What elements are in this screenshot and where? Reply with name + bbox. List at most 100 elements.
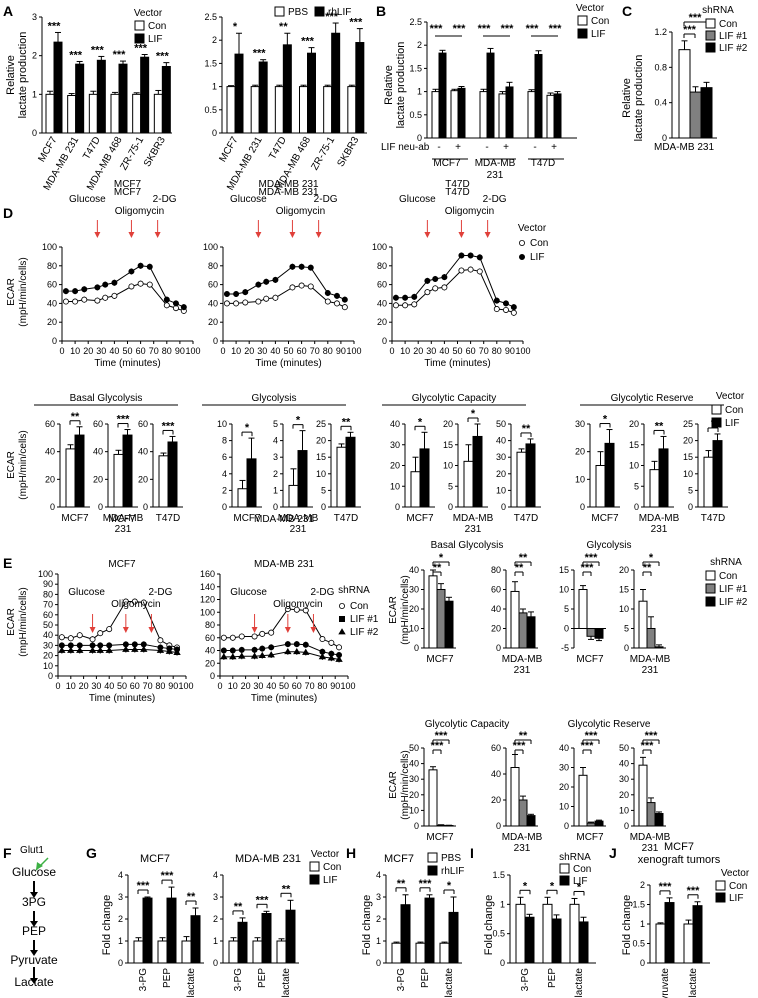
e-bar-1-y-tick-label: 0 [496, 643, 501, 653]
d-line-1-point [242, 289, 249, 296]
bar-lif [692, 905, 703, 964]
d-line-1-point [263, 278, 270, 285]
e-line-0-xtick-label: 10 [66, 681, 76, 691]
legend-swatch [274, 6, 285, 17]
d-bar-6-y-tick-label: 40 [390, 419, 400, 429]
d-bar-5-y-tick-label: 0 [321, 502, 326, 512]
g-legend-title: Vector [311, 849, 340, 860]
e-line-1-point [284, 641, 291, 648]
b-y-tick-label: 2 [417, 40, 422, 50]
bar-lif2 [700, 87, 713, 139]
e-line-0-xtick-label: 70 [143, 681, 153, 691]
e-line-0-xtick-label: 40 [104, 681, 114, 691]
bar-pbs [299, 86, 308, 134]
bar-lif [118, 63, 128, 134]
f-glut1-arrowhead [36, 862, 43, 870]
e-bar-7-y-tick-label: 40 [619, 759, 629, 769]
d-ylabel-1: ECAR [6, 278, 17, 306]
d-bar-10-y-tick-label: 15 [629, 440, 639, 450]
e-bar-6-y-tick-label: 40 [559, 743, 569, 753]
d-bar-category: MDA-MB [278, 513, 319, 524]
d-bar-3-y-tick-label: 4 [222, 469, 227, 479]
d-line-2-point [424, 289, 431, 296]
bar-lif2 [654, 813, 664, 827]
d-line-0-point [163, 296, 170, 303]
d-line-0-xtick-label: 60 [136, 346, 146, 356]
bar-con [336, 446, 347, 508]
e-line-0-xtick-label: 20 [79, 681, 89, 691]
panel-label-E: E [3, 555, 12, 571]
bar-lif [448, 911, 459, 964]
sig-star: *** [513, 740, 527, 752]
bar-lif [712, 440, 723, 508]
bar-con [157, 940, 168, 964]
bar-con [110, 93, 120, 134]
d-bar-8-y-tick-label: 0 [501, 502, 506, 512]
e-line-0-point [131, 645, 139, 652]
bar-con [410, 471, 421, 508]
e-line-0-xtick-label: 90 [168, 681, 178, 691]
sig-star: * [523, 880, 528, 892]
d-bar-9-y-tick-label: 30 [575, 419, 585, 429]
d-line-0-point [163, 302, 170, 309]
d-line-1-point [289, 284, 296, 291]
e-line-0-y-tick-label: 100 [38, 569, 53, 579]
d-line-1-xtick-label: 50 [283, 346, 293, 356]
bar-con [527, 91, 536, 139]
legend-swatch [715, 892, 726, 903]
e-line-1-point [229, 634, 236, 641]
bar-lif [190, 915, 201, 964]
g1-title: MCF7 [140, 853, 170, 865]
d-bar-6-y-tick-label: 10 [390, 481, 400, 491]
e-line-0-point [105, 646, 113, 653]
d-bar-10-y-tick-label: 0 [634, 502, 639, 512]
e-bar-group-title: Glycolysis [586, 540, 631, 551]
h-category: PEP [420, 968, 431, 988]
b-y-tick-label: 2.5 [409, 17, 422, 27]
sig-star: *** [549, 23, 563, 35]
legend-entry: LIF [725, 418, 739, 429]
i-category: 3-PG [520, 968, 531, 992]
g1-category: lactate [186, 968, 197, 998]
d-line-0-point [128, 268, 135, 275]
d-bar-5-y-tick-label: 15 [316, 452, 326, 462]
bar-rhlif [331, 32, 341, 134]
a1-legend-title: Vector [134, 8, 163, 19]
j-y-tick-label: 1.5 [632, 900, 645, 910]
g2-y-tick-label: 4 [213, 870, 218, 880]
e-bar-2-y-tick-label: 15 [559, 565, 569, 575]
sig-star: * [471, 408, 476, 420]
e-line-1-xtick-label: 60 [292, 681, 302, 691]
d-line-1-xlabel: Time (minutes) [255, 358, 321, 369]
d-bar-5-y-tick-label: 5 [321, 485, 326, 495]
d-line-2-point [493, 306, 500, 313]
d-line-1-point [341, 296, 348, 303]
e-line-0-y-tick-label: 20 [43, 651, 53, 661]
i-y-tick-label: 1 [500, 899, 505, 909]
d-line-1-point [272, 294, 279, 301]
d-line-2-xtick-label: 50 [452, 346, 462, 356]
e-bar-3-y-tick-label: 15 [619, 585, 629, 595]
d-line-2-point [476, 254, 483, 261]
d-bar-6-y-tick-label: 20 [390, 461, 400, 471]
e-bar-5-y-tick-label: 40 [491, 769, 501, 779]
e-line-1-point [319, 636, 326, 643]
e-bar-1-y-tick-label: 60 [491, 585, 501, 595]
bar-lif2 [594, 820, 604, 827]
d-ylabel-2: (mpH/min/cells) [18, 257, 29, 326]
e-bar-2-y-tick-label: 0 [564, 624, 569, 634]
a2-category: ZR-75-1 [309, 135, 337, 173]
e-bar-category: MDA-MB [502, 654, 543, 665]
bar-con [181, 940, 192, 964]
d-bar-7-y-tick-label: 15 [443, 440, 453, 450]
h-y-tick-label: 4 [376, 870, 381, 880]
e-line-0-point [173, 648, 181, 655]
e-line-1-y-tick-label: 160 [200, 569, 215, 579]
e-line-0-point [122, 598, 129, 605]
e-bar-6-y-tick-label: 30 [559, 763, 569, 773]
e-bar-4-y-tick-label: 40 [409, 759, 419, 769]
sig-star: *** [161, 870, 175, 882]
e-legend-marker [339, 616, 345, 622]
sig-star: * [245, 422, 250, 434]
bar-lif [658, 448, 669, 508]
